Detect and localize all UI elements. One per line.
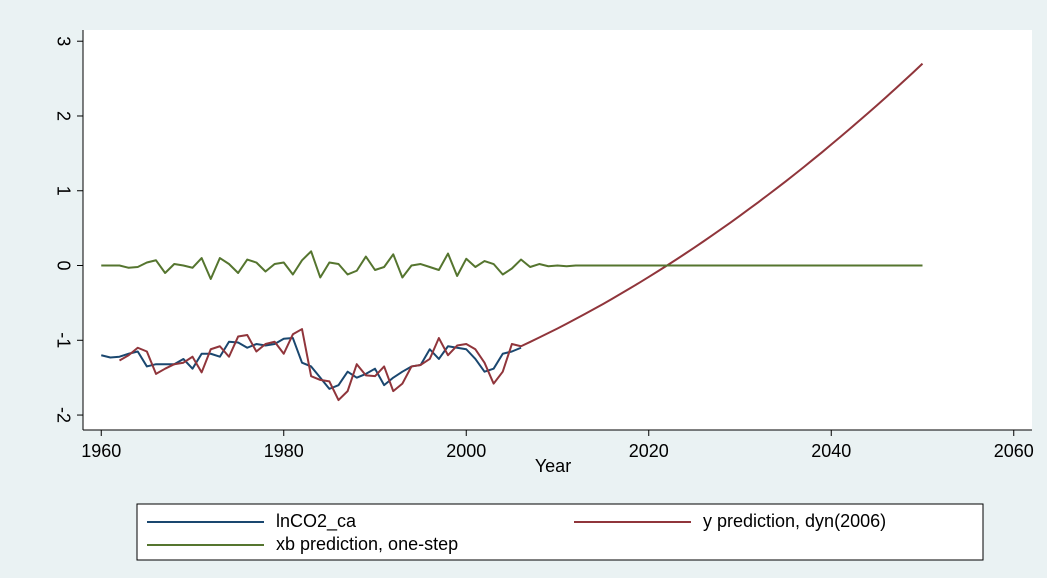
legend-label: lnCO2_ca xyxy=(276,511,357,532)
line-series xyxy=(101,337,522,390)
line-series xyxy=(101,250,923,280)
y-tick-label: 1 xyxy=(53,186,73,196)
x-tick-label: 2060 xyxy=(994,441,1034,461)
x-axis-label: Year xyxy=(535,456,571,476)
y-tick-label: -1 xyxy=(53,332,73,348)
line-series xyxy=(119,62,924,402)
y-tick-label: 3 xyxy=(53,36,73,46)
legend xyxy=(136,503,984,561)
x-tick-label: 2040 xyxy=(811,441,851,461)
y-tick-label: 0 xyxy=(53,261,73,271)
plot-area xyxy=(83,30,1032,430)
x-tick-label: 2020 xyxy=(629,441,669,461)
x-tick-label: 1980 xyxy=(264,441,304,461)
y-tick-label: -2 xyxy=(53,407,73,423)
x-tick-label: 1960 xyxy=(81,441,121,461)
y-tick-label: 2 xyxy=(53,111,73,121)
legend-label: xb prediction, one-step xyxy=(276,534,458,554)
legend-label: y prediction, dyn(2006) xyxy=(703,511,886,531)
x-tick-label: 2000 xyxy=(446,441,486,461)
